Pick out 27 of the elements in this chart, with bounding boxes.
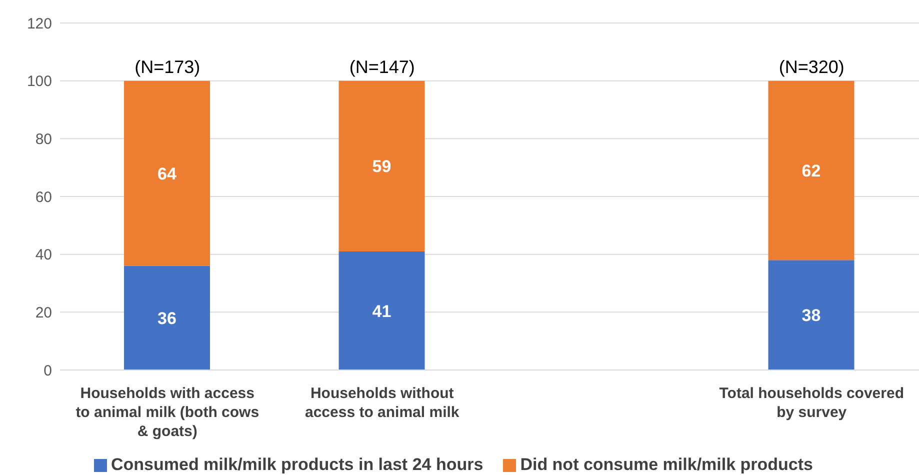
y-tick-label: 60	[35, 188, 52, 206]
bar	[338, 80, 425, 252]
y-tick-label: 40	[35, 246, 52, 264]
legend-label: Did not consume milk/milk products	[520, 455, 814, 474]
data-label: 41	[372, 302, 392, 321]
x-tick-label: Total households covered by survey	[719, 385, 904, 421]
y-tick-label: 20	[35, 304, 52, 322]
legend-label: Consumed milk/milk products in last 24 hours	[110, 455, 484, 474]
data-label: 62	[802, 162, 821, 181]
bar	[124, 266, 210, 370]
y-tick-label: 80	[35, 130, 52, 148]
annotation: (N=173)	[134, 56, 200, 77]
data-label: 64	[158, 164, 177, 184]
data-label: 36	[158, 308, 176, 328]
annotation: (N=320)	[778, 56, 844, 77]
data-label: 59	[372, 157, 392, 176]
x-tick-label: Households without access to animal milk	[305, 385, 460, 421]
y-tick-label: 120	[26, 15, 52, 32]
bar	[124, 80, 210, 266]
annotation: (N=147)	[349, 56, 415, 77]
data-label: 38	[802, 306, 821, 326]
x-tick-label: Households with access to animal milk (both cows & goats)	[76, 385, 260, 440]
bar	[768, 260, 854, 370]
y-tick-label: 0	[44, 362, 52, 380]
y-tick-label: 100	[26, 73, 52, 90]
bar	[338, 251, 425, 370]
bar	[768, 80, 854, 260]
